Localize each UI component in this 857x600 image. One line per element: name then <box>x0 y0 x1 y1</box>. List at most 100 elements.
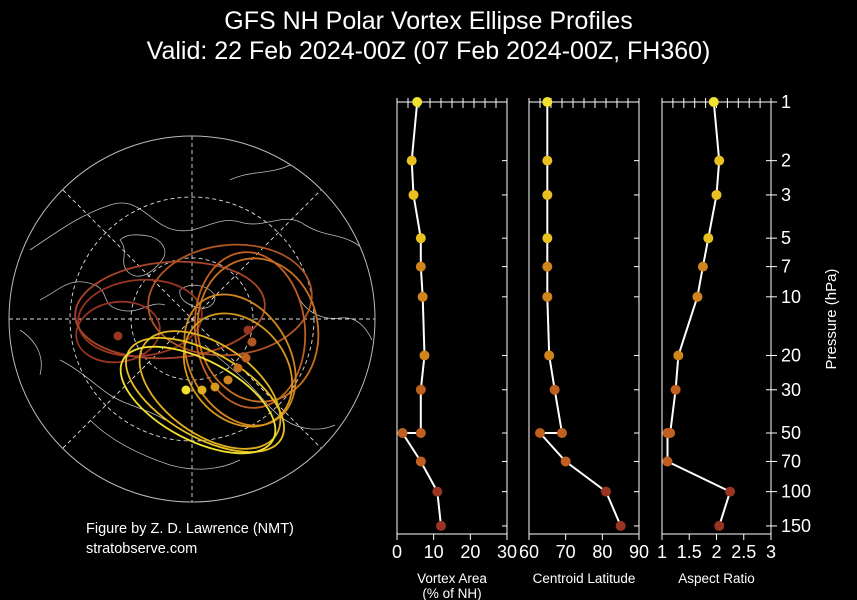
profile-point <box>415 233 426 244</box>
profile-point <box>542 155 553 166</box>
vortex-ellipse <box>74 260 266 360</box>
profile-point <box>397 427 408 438</box>
profile-point <box>415 384 426 395</box>
centroid-point <box>241 353 251 363</box>
profile-point <box>615 520 626 531</box>
pressure-tick-label: 150 <box>781 516 811 536</box>
x-axis-label: Vortex Area <box>417 571 487 586</box>
profile-point <box>415 261 426 272</box>
profile-point <box>662 456 673 467</box>
profile-point <box>436 520 446 531</box>
profile-point <box>557 427 567 438</box>
pressure-tick-label: 3 <box>781 185 791 205</box>
profile-point <box>432 486 443 497</box>
vortex-ellipse <box>196 257 320 403</box>
x-tick-label: 3 <box>766 542 776 562</box>
profile-point <box>601 486 611 497</box>
profile-point <box>542 97 553 107</box>
pressure-tick-label: 2 <box>781 151 791 171</box>
profile-panel-2: 60 70 80 90 Centroid Latitude <box>519 97 649 586</box>
profile-point <box>697 261 708 272</box>
credit-site: stratobserve.com <box>86 541 198 557</box>
profile-point <box>725 486 736 497</box>
pressure-axis-label: Pressure (hPa) <box>823 269 840 370</box>
x-tick-label: 30 <box>497 542 517 562</box>
x-tick-label: 60 <box>519 542 539 562</box>
centroid-point <box>243 325 253 335</box>
vortex-ellipse <box>193 251 307 409</box>
profile-point <box>417 291 428 302</box>
pressure-tick-label: 50 <box>781 423 801 443</box>
profile-point <box>549 384 560 395</box>
panel-frame <box>396 101 508 535</box>
profile-point <box>542 291 553 302</box>
profile-point <box>535 427 545 438</box>
profile-point <box>662 427 673 438</box>
figure-title: GFS NH Polar Vortex Ellipse Profiles <box>224 7 633 35</box>
coastlines <box>19 161 373 470</box>
x-tick-label: 2.5 <box>731 542 756 562</box>
vortex-ellipse <box>119 345 277 455</box>
x-tick-label: 80 <box>592 542 612 562</box>
x-tick-label: 2 <box>711 542 721 562</box>
x-axis-label: (% of NH) <box>422 586 481 600</box>
pressure-tick-labels: 1 2 3 5 7 10 20 30 50 70 100 150 <box>771 92 811 536</box>
vortex-ellipse <box>182 312 294 428</box>
pressure-tick-label: 5 <box>781 228 791 248</box>
centroid-point <box>113 331 123 341</box>
profile-line <box>537 102 622 527</box>
vortex-ellipse <box>147 243 313 357</box>
x-tick-label: 70 <box>556 542 576 562</box>
profile-point <box>708 97 719 107</box>
panel-frame <box>661 101 772 535</box>
x-tick-label: 1.5 <box>677 542 702 562</box>
pressure-tick-label: 70 <box>781 451 801 471</box>
x-tick-label: 10 <box>424 542 444 562</box>
profile-panel-3: 1 1.5 2 2.5 3 Aspect Ratio <box>657 97 776 586</box>
x-tick-label: 1 <box>657 542 667 562</box>
profile-line <box>666 101 732 527</box>
profile-panel-1: 0 10 20 30 Vortex Area(% of NH) <box>392 97 517 600</box>
profile-point <box>542 233 553 244</box>
profile-point <box>408 189 419 200</box>
pressure-tick-label: 7 <box>781 257 791 277</box>
centroid-point <box>247 337 257 347</box>
x-axis-label: Aspect Ratio <box>678 571 755 586</box>
centroid-point <box>210 382 220 392</box>
credit-author: Figure by Z. D. Lawrence (NMT) <box>86 521 294 537</box>
centroid-point <box>223 375 233 385</box>
profile-point <box>415 427 426 438</box>
vortex-ellipse <box>125 337 285 453</box>
profile-point <box>673 350 684 361</box>
profile-point <box>406 155 417 166</box>
centroid-point <box>197 385 207 395</box>
vortex-ellipse <box>183 293 297 427</box>
centroid-point <box>233 363 243 373</box>
profile-point <box>714 155 725 166</box>
pressure-tick-label: 30 <box>781 380 801 400</box>
profile-point <box>415 456 426 467</box>
map-boundary <box>8 135 376 503</box>
profile-point <box>412 97 423 107</box>
x-tick-label: 20 <box>460 542 480 562</box>
profile-point <box>670 384 681 395</box>
profile-point <box>419 350 430 361</box>
profile-point <box>560 456 571 467</box>
profile-point <box>714 520 725 531</box>
profile-point <box>692 291 703 302</box>
x-axis-label: Centroid Latitude <box>533 571 636 586</box>
pressure-tick-label: 1 <box>781 92 791 112</box>
x-tick-label: 90 <box>629 542 649 562</box>
graticule <box>9 136 375 502</box>
profile-panels: 0 10 20 30 Vortex Area(% of NH) 60 70 80 90 Centr… <box>392 97 776 600</box>
vortex-ellipses <box>74 243 320 455</box>
profile-point <box>542 261 553 272</box>
profile-point <box>544 350 555 361</box>
figure-subtitle: Valid: 22 Feb 2024-00Z (07 Feb 2024-00Z,… <box>146 37 711 65</box>
panel-frame <box>528 101 640 535</box>
polar-map <box>8 135 376 503</box>
centroid-point <box>181 385 191 395</box>
vortex-ellipse <box>77 278 203 358</box>
profile-point <box>711 189 722 200</box>
